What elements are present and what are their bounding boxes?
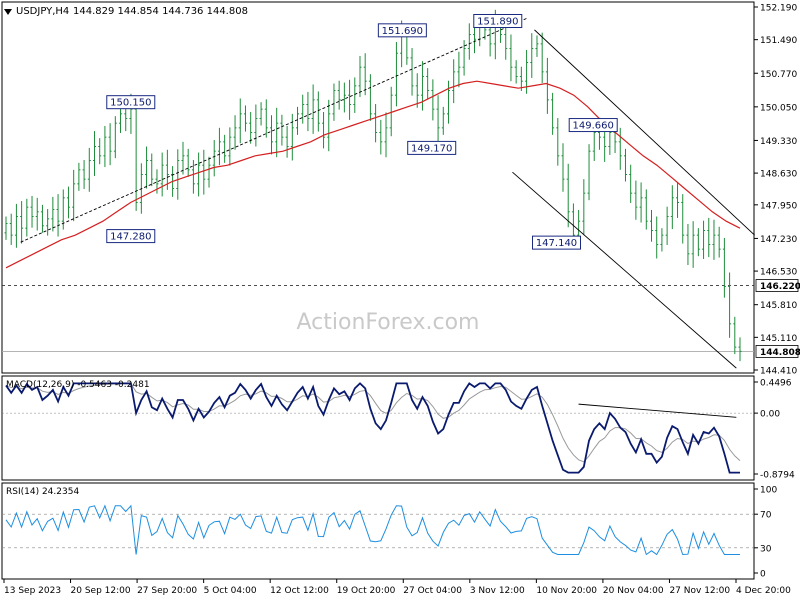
time-tick-label: 19 Oct 20:00 — [337, 586, 396, 596]
watermark: ActionForex.com — [297, 310, 480, 335]
swing-label: 147.280 — [110, 232, 151, 243]
time-tick-label: 27 Nov 12:00 — [669, 586, 730, 596]
time-tick-label: 20 Nov 04:00 — [603, 586, 664, 596]
macd-panel-frame — [1, 375, 755, 481]
price-tick-label: 150.770 — [760, 70, 797, 80]
time-axis: 13 Sep 2023 20 Sep 12:00 27 Sep 20:00 5 Oct… — [3, 579, 791, 596]
time-tick-label: 27 Oct 04:00 — [403, 586, 462, 596]
macd-tick-label: 0.00 — [760, 410, 780, 420]
swing-label-box — [568, 118, 618, 133]
price-levels — [2, 285, 754, 352]
rising-dashed-trendline — [20, 17, 528, 243]
swing-label-box — [106, 229, 156, 244]
level-price-label: 146.220 — [760, 282, 800, 292]
time-tick-label: 12 Oct 12:00 — [270, 586, 329, 596]
rsi-line — [5, 504, 740, 556]
time-tick-label: 5 Oct 04:00 — [204, 586, 257, 596]
falling-channel-upper-line — [534, 29, 755, 236]
macd-line — [5, 382, 740, 474]
time-tick-label: 27 Sep 20:00 — [137, 586, 197, 596]
price-panel-frame — [1, 1, 755, 374]
swing-label-box — [106, 95, 156, 110]
price-tick-label: 147.230 — [760, 235, 797, 245]
swing-label: 149.170 — [411, 143, 452, 154]
current-price-box — [755, 345, 799, 358]
swing-label-box — [377, 23, 427, 38]
swing-label-box — [473, 13, 523, 28]
time-tick-label: 20 Sep 12:00 — [71, 586, 131, 596]
swing-label-box — [532, 235, 581, 250]
trendlines — [20, 17, 755, 369]
price-axis: 152.190 151.490 150.770 150.050 149.330 148.6… — [754, 4, 800, 377]
ema-path — [5, 80, 741, 269]
macd-tick-label: 0.4496 — [760, 379, 792, 389]
ema-line — [5, 80, 741, 269]
macd-signal-line — [5, 383, 741, 463]
macd-divergence-line — [578, 403, 737, 418]
swing-label: 151.890 — [477, 16, 518, 27]
rsi-tick-label: 70 — [760, 511, 772, 521]
price-tick-label: 145.810 — [760, 301, 797, 311]
candles — [4, 9, 742, 362]
price-tick-label: 148.630 — [760, 170, 797, 180]
time-tick-label: 3 Nov 12:00 — [470, 586, 525, 596]
macd-indicator: 0.4496 0.00 -0.8794 — [2, 379, 795, 481]
price-tick-label: 145.110 — [760, 334, 797, 344]
rsi-tick-label: 0 — [760, 570, 766, 580]
ohlc-readout: 144.829 144.854 144.736 144.808 — [73, 6, 248, 17]
swing-label: 149.660 — [573, 121, 614, 132]
swing-label: 147.140 — [536, 238, 577, 249]
price-tick-label: 147.950 — [760, 201, 797, 211]
rsi-tick-label: 30 — [760, 544, 772, 554]
level-price-box — [755, 279, 799, 292]
swing-label-box — [407, 140, 457, 155]
time-tick-label: 13 Sep 2023 — [4, 586, 61, 596]
falling-channel-lower-line — [512, 171, 737, 369]
rsi-tick-label: 100 — [760, 486, 777, 496]
time-tick-label: 10 Nov 20:00 — [536, 586, 597, 596]
price-tick-label: 151.490 — [760, 36, 797, 46]
swing-labels: 150.150 147.280 151.690 149.170 151.890 149.6… — [106, 13, 618, 250]
price-tick-label: 146.530 — [760, 268, 797, 278]
swing-label: 150.150 — [110, 98, 151, 109]
swing-label: 151.690 — [382, 26, 423, 37]
symbol-label: USDJPY,H4 — [16, 6, 69, 17]
price-tick-label: 150.050 — [760, 103, 797, 113]
rsi-panel-frame — [1, 482, 755, 580]
dropdown-triangle-icon[interactable] — [4, 9, 12, 15]
macd-tick-label: -0.8794 — [760, 471, 795, 481]
rsi-title: RSI(14) 24.2354 — [6, 487, 79, 497]
current-price-label: 144.808 — [760, 348, 800, 358]
price-tick-label: 149.330 — [760, 137, 797, 147]
rsi-indicator: 100 70 30 0 — [2, 486, 777, 580]
price-tick-label: 144.410 — [760, 367, 797, 377]
time-tick-label: 4 Dec 20:00 — [736, 586, 791, 596]
price-tick-label: 152.190 — [760, 4, 797, 14]
macd-title: MACD(12,26,9) -0.5463 -0.2481 — [6, 380, 150, 390]
